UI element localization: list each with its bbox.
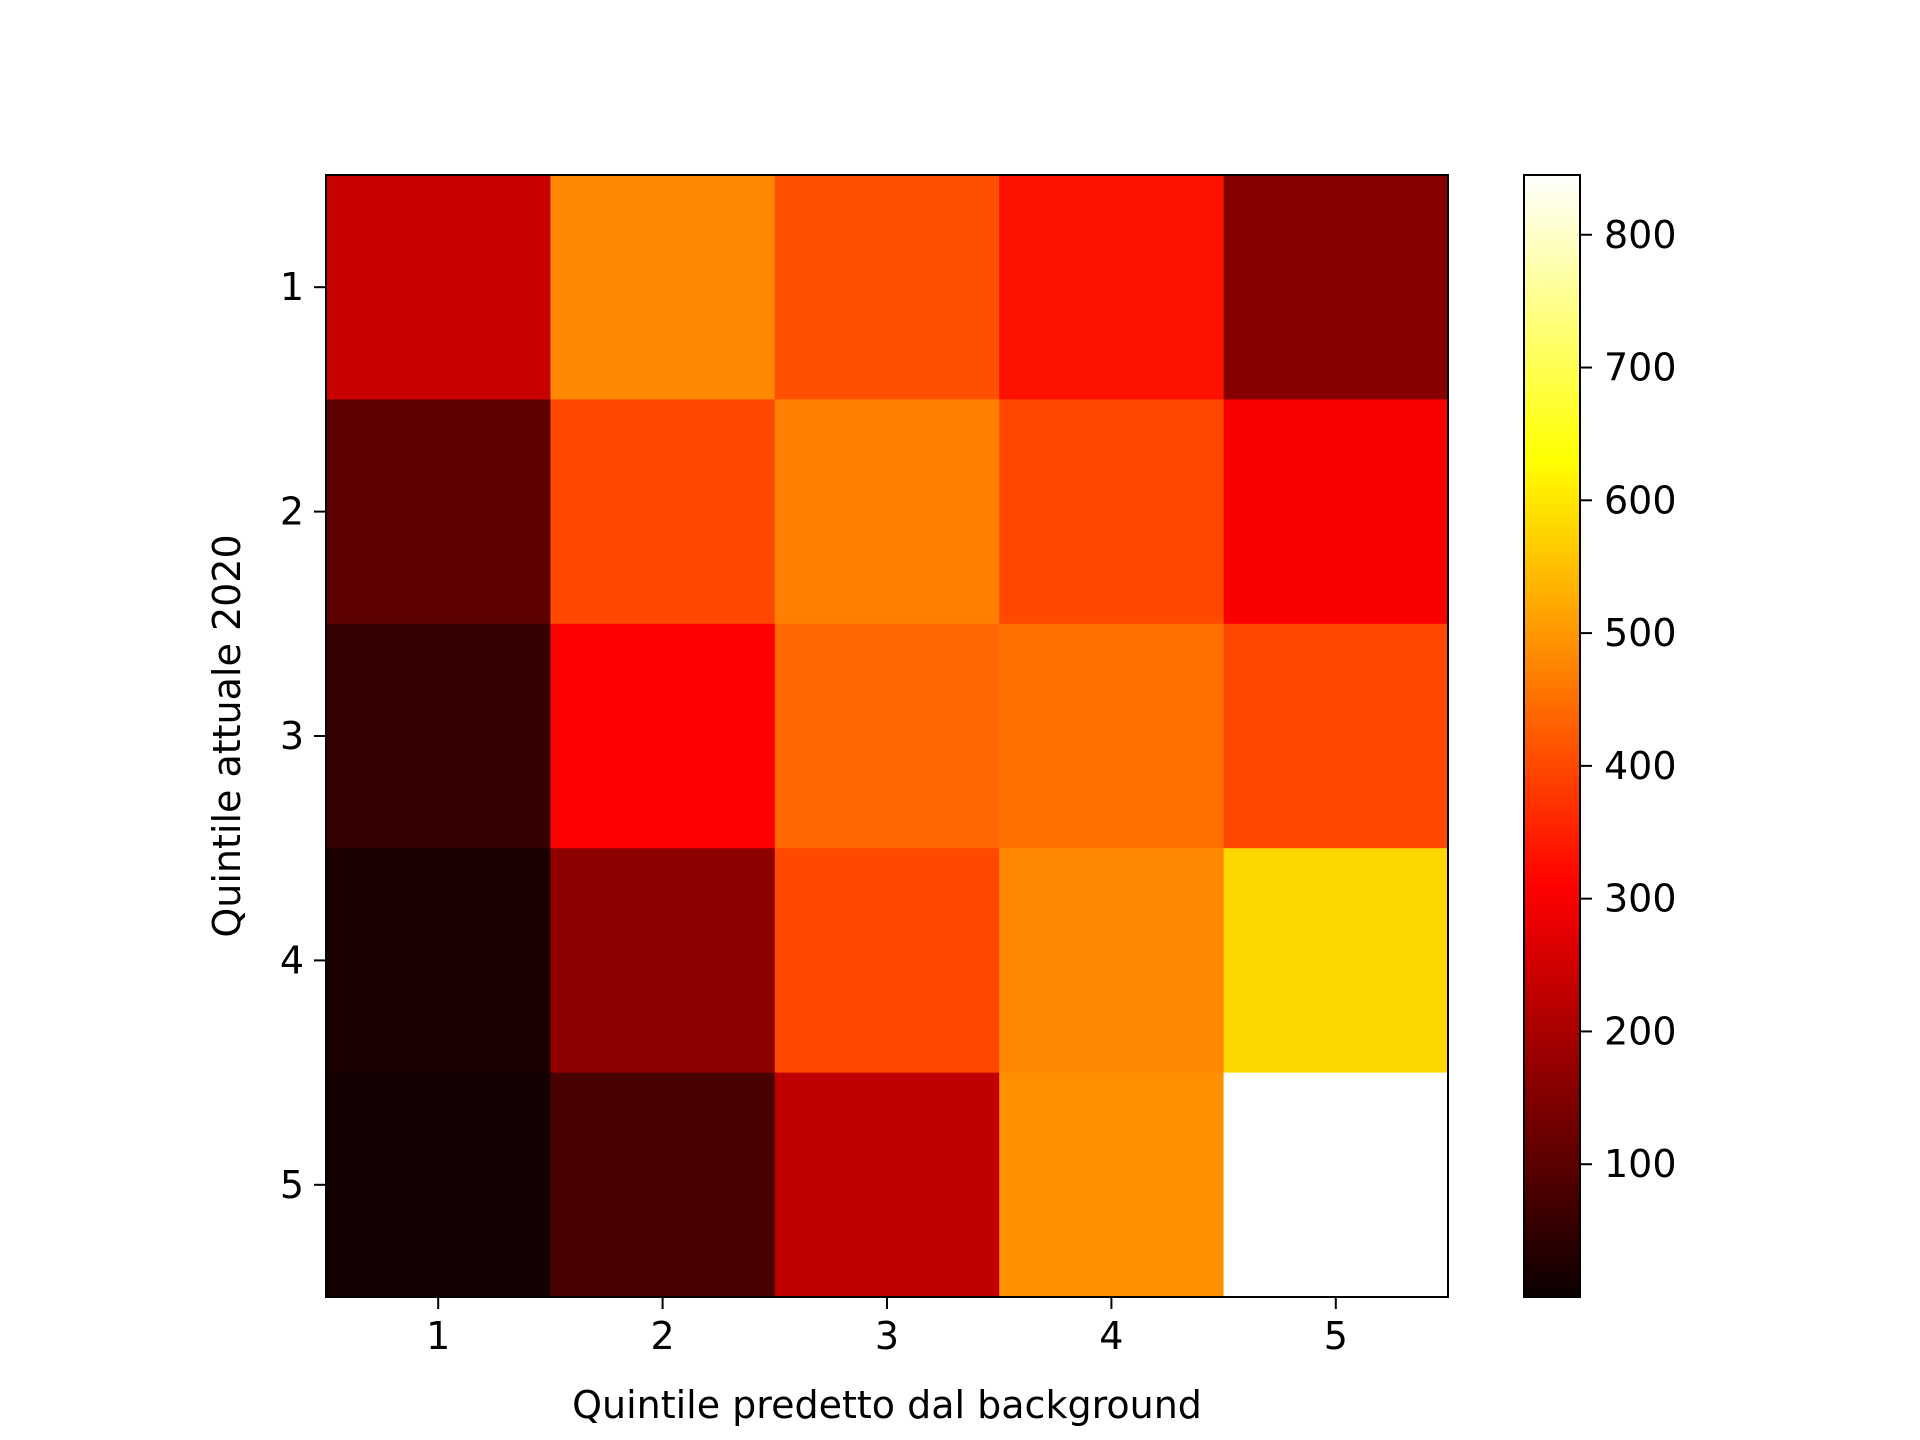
colorbar-ticks: 100 200 300 400 500 600 700 800 — [1580, 213, 1677, 1186]
heatmap-cell — [1223, 848, 1449, 1074]
x-tick-label: 5 — [1324, 1314, 1348, 1358]
heatmap-cell — [999, 399, 1225, 625]
heatmap-cell — [774, 1072, 1000, 1298]
colorbar-tick-label: 400 — [1604, 744, 1677, 788]
heatmap-cells — [326, 175, 1449, 1298]
x-axis-ticks: 1 2 3 4 5 — [426, 1297, 1348, 1358]
y-axis-ticks: 1 2 3 4 5 — [280, 265, 326, 1207]
colorbar-tick-label: 800 — [1604, 213, 1677, 257]
heatmap-cell — [550, 399, 776, 625]
heatmap-cell — [326, 399, 551, 625]
heatmap-cell — [550, 623, 776, 849]
y-tick-label: 2 — [280, 490, 304, 534]
heatmap-cell — [774, 623, 1000, 849]
heatmap-cell — [774, 848, 1000, 1074]
heatmap-cell — [774, 399, 1000, 625]
heatmap-cell — [550, 1072, 776, 1298]
heatmap-cell — [550, 175, 776, 400]
heatmap-cell — [326, 623, 551, 849]
colorbar-tick-label: 700 — [1604, 346, 1677, 390]
heatmap-cell — [999, 1072, 1225, 1298]
y-tick-label: 3 — [280, 714, 304, 758]
heatmap-cell — [774, 175, 1000, 400]
y-tick-label: 5 — [280, 1163, 304, 1207]
heatmap-cell — [1223, 623, 1449, 849]
heatmap-cell — [326, 848, 551, 1074]
x-tick-label: 2 — [651, 1314, 675, 1358]
x-tick-label: 3 — [875, 1314, 899, 1358]
x-axis-label: Quintile predetto dal background — [572, 1383, 1202, 1427]
y-tick-label: 1 — [280, 265, 304, 309]
heatmap-cell — [999, 848, 1225, 1074]
y-tick-label: 4 — [280, 938, 304, 982]
heatmap-cell — [550, 848, 776, 1074]
colorbar-tick-label: 200 — [1604, 1009, 1677, 1053]
colorbar-tick-label: 500 — [1604, 611, 1677, 655]
colorbar — [1523, 174, 1581, 1298]
heatmap-cell — [999, 175, 1225, 400]
heatmap-cell — [1223, 175, 1449, 400]
heatmap-cell — [326, 175, 551, 400]
colorbar-tick-label: 300 — [1604, 877, 1677, 921]
heatmap-cell — [326, 1072, 551, 1298]
heatmap-cell — [1223, 1072, 1449, 1298]
x-tick-label: 1 — [426, 1314, 450, 1358]
heatmap-cell — [1223, 399, 1449, 625]
colorbar-tick-label: 600 — [1604, 478, 1677, 522]
colorbar-tick-label: 100 — [1604, 1142, 1677, 1186]
heatmap-cell — [999, 623, 1225, 849]
x-tick-label: 4 — [1099, 1314, 1123, 1358]
y-axis-label: Quintile attuale 2020 — [205, 534, 249, 937]
